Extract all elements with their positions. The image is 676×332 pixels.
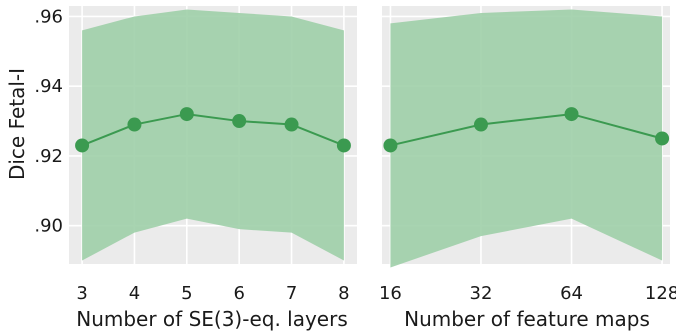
- x-tick-label: 64: [560, 283, 583, 304]
- y-tick-label: .94: [34, 76, 63, 97]
- data-point: [284, 117, 299, 132]
- data-point: [655, 131, 670, 146]
- data-point: [179, 107, 194, 122]
- data-point: [564, 107, 579, 122]
- data-point: [127, 117, 142, 132]
- data-point: [473, 117, 488, 132]
- x-tick-label: 7: [286, 283, 297, 304]
- x-tick-label: 4: [129, 283, 140, 304]
- x-tick-label: 32: [470, 283, 493, 304]
- layers-panel: 3 4 5 6 7 8 .90 .92 .94 .96: [34, 6, 357, 304]
- confidence-band: [390, 9, 663, 268]
- mean-dice-line: [81, 113, 345, 147]
- mean-dice-line: [390, 113, 663, 147]
- feature-maps-panel: 16 32 64 128: [379, 6, 676, 304]
- x-tick-label: 6: [233, 283, 244, 304]
- confidence-band: [82, 9, 344, 261]
- data-point: [232, 114, 247, 129]
- x-tick-label: 8: [338, 283, 349, 304]
- data-point: [75, 138, 90, 153]
- x-axis-label-feature-maps: Number of feature maps: [404, 307, 650, 331]
- x-tick-label: 5: [181, 283, 192, 304]
- x-tick-label: 3: [76, 283, 87, 304]
- x-tick-label: 128: [645, 283, 676, 304]
- data-point: [336, 138, 351, 153]
- y-tick-label: .90: [34, 216, 63, 237]
- y-tick-label: .92: [34, 146, 63, 167]
- y-axis-label: Dice Fetal-I: [5, 68, 29, 180]
- x-axis-label-layers: Number of SE(3)-eq. layers: [76, 307, 348, 331]
- data-point: [383, 138, 398, 153]
- y-tick-label: .96: [34, 6, 63, 27]
- x-tick-label: 16: [379, 283, 402, 304]
